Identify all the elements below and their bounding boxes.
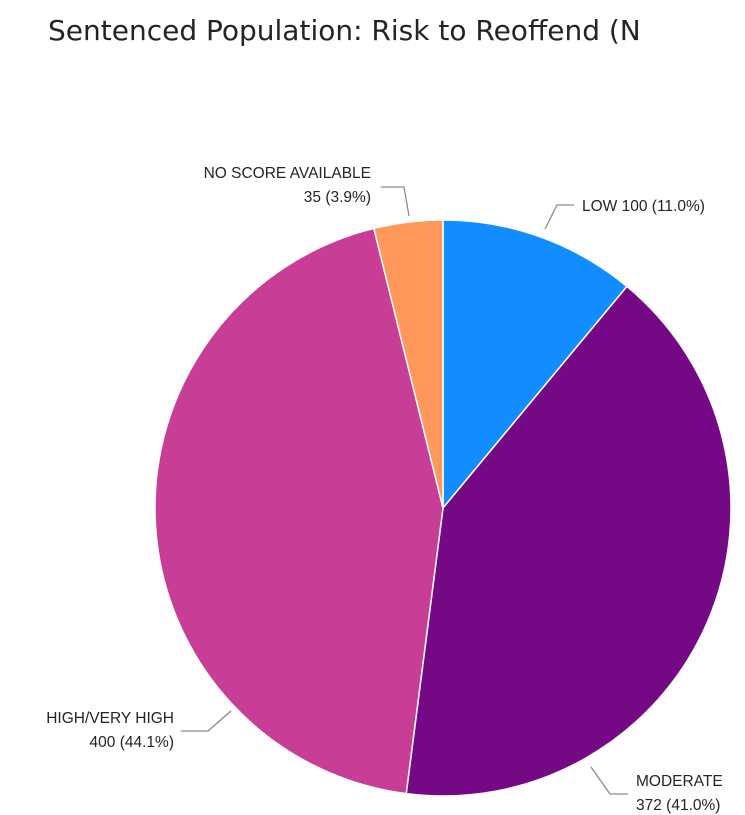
data-label: MODERATE bbox=[636, 773, 723, 790]
data-label: 372 (41.0%) bbox=[636, 797, 720, 814]
leader-line bbox=[381, 186, 410, 217]
pie-slice-low[interactable] bbox=[442, 219, 628, 511]
data-label: NO SCORE AVAILABLE bbox=[204, 165, 371, 182]
chart-title: Sentenced Population: Risk to Reoffend (… bbox=[48, 14, 641, 47]
leader-line bbox=[181, 710, 232, 732]
pie-slice-high-very-high[interactable] bbox=[154, 227, 444, 795]
pie-slice-moderate[interactable] bbox=[405, 285, 732, 797]
leader-line bbox=[590, 766, 628, 795]
data-label: LOW 100 (11.0%) bbox=[582, 198, 705, 215]
pie-slice-no-score-available[interactable] bbox=[372, 219, 444, 509]
leader-line bbox=[544, 204, 574, 230]
data-label: 35 (3.9%) bbox=[304, 189, 371, 206]
data-label: 400 (44.1%) bbox=[90, 734, 174, 751]
data-label: HIGH/VERY HIGH bbox=[46, 710, 174, 727]
